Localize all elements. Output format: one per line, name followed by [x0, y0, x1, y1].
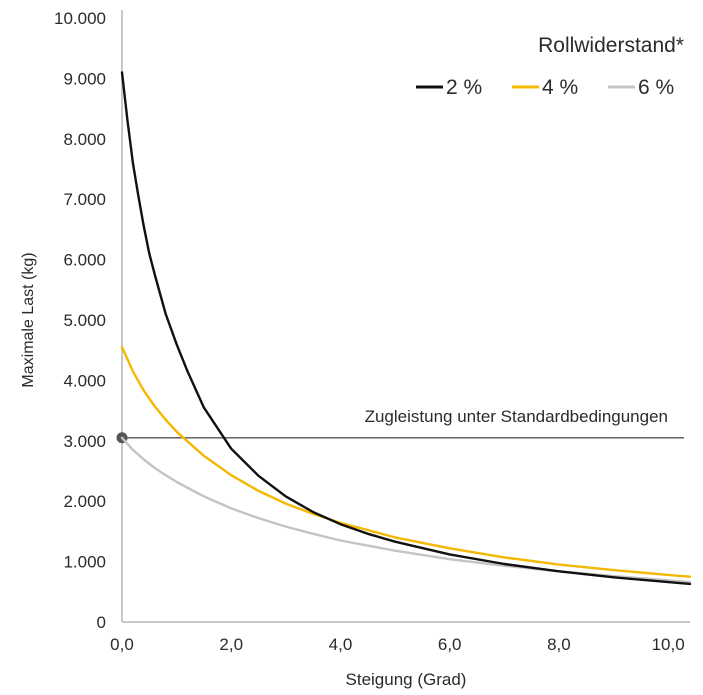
- series-line: [120, 346, 692, 578]
- reference-line-label: Zugleistung unter Standardbedingungen: [365, 407, 668, 426]
- reference-line-group: Zugleistung unter Standardbedingungen: [116, 407, 684, 444]
- y-tick-label: 6.000: [63, 251, 106, 270]
- y-tick-label: 8.000: [63, 130, 106, 149]
- x-tick-label: 0,0: [110, 635, 134, 654]
- y-tick-label: 5.000: [63, 311, 106, 330]
- x-tick-label: 8,0: [547, 635, 571, 654]
- y-tick-label: 0: [97, 613, 106, 632]
- y-tick-label: 10.000: [54, 9, 106, 28]
- y-tick-label: 4.000: [63, 371, 106, 390]
- y-tick-label: 2.000: [63, 492, 106, 511]
- x-tick-label: 2,0: [219, 635, 243, 654]
- y-tick-label: 9.000: [63, 69, 106, 88]
- x-tick-label: 4,0: [329, 635, 353, 654]
- legend-title: Rollwiderstand*: [538, 34, 684, 57]
- x-tick-label: 6,0: [438, 635, 462, 654]
- y-axis-label: Maximale Last (kg): [20, 252, 37, 387]
- y-tick-label: 1.000: [63, 553, 106, 572]
- series-lines: [120, 71, 692, 586]
- y-tick-label: 3.000: [63, 432, 106, 451]
- y-tick-labels: 0 1.000 2.000 3.000 4.000 5.000 6.000 7.000 8.00…: [54, 9, 106, 632]
- legend-label: 4 %: [542, 76, 578, 99]
- axes: [121, 10, 690, 623]
- series-line: [120, 71, 692, 586]
- y-tick-label: 7.000: [63, 190, 106, 209]
- legend: Rollwiderstand* 2 % 4 % 6 %: [416, 34, 684, 99]
- x-axis-label: Steigung (Grad): [346, 670, 467, 689]
- legend-label: 2 %: [446, 76, 482, 99]
- legend-label: 6 %: [638, 76, 674, 99]
- x-tick-label: 10,0: [652, 635, 685, 654]
- x-tick-labels: 0,0 2,0 4,0 6,0 8,0 10,0: [110, 635, 685, 654]
